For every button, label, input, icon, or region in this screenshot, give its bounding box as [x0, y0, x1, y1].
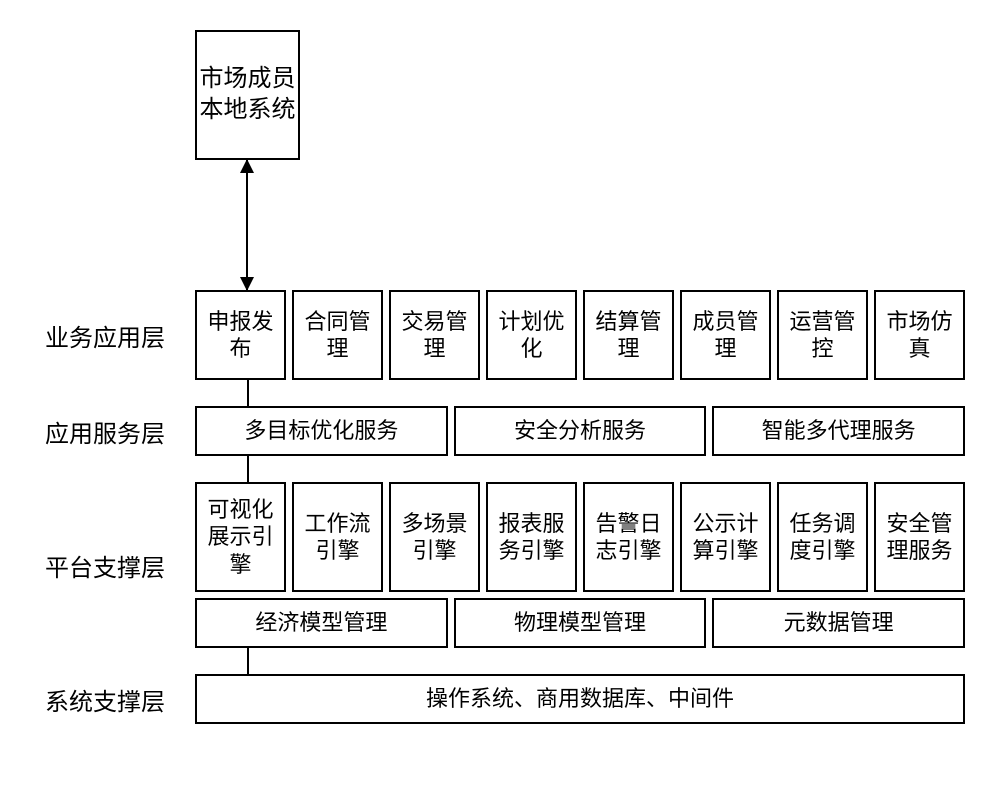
platform-b-cell-2-label: 元数据管理: [784, 609, 894, 637]
platform-a-cell-0-label: 可视化展示引擎: [199, 496, 282, 579]
platform-a-cell-5-label: 公示计算引擎: [684, 510, 767, 565]
connector-line-1: [247, 380, 249, 406]
layer-label-appsvc: 应用服务层: [45, 406, 190, 456]
layer-label-platform: 平台支撑层: [45, 482, 190, 648]
bidirectional-arrow: [246, 160, 248, 290]
business-cell-4: 结算管理: [583, 290, 674, 380]
business-cell-2: 交易管理: [389, 290, 480, 380]
platform-a-cell-7-label: 安全管理服务: [878, 510, 961, 565]
appsvc-cell-1: 安全分析服务: [454, 406, 707, 456]
appsvc-cell-1-label: 安全分析服务: [514, 417, 646, 445]
platform-a-cell-3-label: 报表服务引擎: [490, 510, 573, 565]
arrow-head-up-icon: [240, 159, 254, 173]
connector-line-3: [247, 648, 249, 674]
platform-a-cell-1: 工作流引擎: [292, 482, 383, 592]
platform-b-cell-1-label: 物理模型管理: [514, 609, 646, 637]
platform-a-cell-1-label: 工作流引擎: [296, 510, 379, 565]
layer-label-system-text: 系统支撑层: [45, 682, 165, 717]
business-cell-5: 成员管理: [680, 290, 771, 380]
business-cell-6: 运营管控: [777, 290, 868, 380]
business-cell-3: 计划优化: [486, 290, 577, 380]
appsvc-cell-2-label: 智能多代理服务: [762, 417, 916, 445]
business-cell-0: 申报发布: [195, 290, 286, 380]
platform-a-cell-3: 报表服务引擎: [486, 482, 577, 592]
platform-a-cell-2: 多场景引擎: [389, 482, 480, 592]
platform-a-cell-7: 安全管理服务: [874, 482, 965, 592]
top-box-market-member-local-system: 市场成员本地系统: [195, 30, 300, 160]
appsvc-cell-0: 多目标优化服务: [195, 406, 448, 456]
platform-a-cell-4: 告警日志引擎: [583, 482, 674, 592]
platform-a-cell-2-label: 多场景引擎: [393, 510, 476, 565]
connector-line-2: [247, 456, 249, 482]
appsvc-cell-0-label: 多目标优化服务: [244, 417, 398, 445]
arrow-head-down-icon: [240, 277, 254, 291]
platform-b-cell-1: 物理模型管理: [454, 598, 707, 648]
layer-label-platform-text: 平台支撑层: [45, 548, 165, 583]
appsvc-cell-2: 智能多代理服务: [712, 406, 965, 456]
business-cell-1-label: 合同管理: [296, 308, 379, 363]
top-box-label: 市场成员本地系统: [197, 64, 298, 126]
platform-a-cell-6-label: 任务调度引擎: [781, 510, 864, 565]
platform-a-cell-4-label: 告警日志引擎: [587, 510, 670, 565]
layer-label-appsvc-text: 应用服务层: [45, 414, 165, 449]
platform-b-cell-0: 经济模型管理: [195, 598, 448, 648]
platform-a-cell-5: 公示计算引擎: [680, 482, 771, 592]
business-cell-6-label: 运营管控: [781, 308, 864, 363]
business-cell-3-label: 计划优化: [490, 308, 573, 363]
business-cell-7-label: 市场仿真: [878, 308, 961, 363]
platform-b-cell-0-label: 经济模型管理: [255, 609, 387, 637]
layer-label-business: 业务应用层: [45, 290, 190, 380]
platform-a-cell-6: 任务调度引擎: [777, 482, 868, 592]
business-cell-0-label: 申报发布: [199, 308, 282, 363]
business-cell-1: 合同管理: [292, 290, 383, 380]
system-cell-0: 操作系统、商用数据库、中间件: [195, 674, 965, 724]
layer-label-business-text: 业务应用层: [45, 318, 165, 353]
layer-label-system: 系统支撑层: [45, 674, 190, 724]
business-cell-5-label: 成员管理: [684, 308, 767, 363]
platform-a-cell-0: 可视化展示引擎: [195, 482, 286, 592]
business-cell-2-label: 交易管理: [393, 308, 476, 363]
system-cell-0-label: 操作系统、商用数据库、中间件: [426, 685, 734, 713]
platform-b-cell-2: 元数据管理: [712, 598, 965, 648]
business-cell-4-label: 结算管理: [587, 308, 670, 363]
business-cell-7: 市场仿真: [874, 290, 965, 380]
